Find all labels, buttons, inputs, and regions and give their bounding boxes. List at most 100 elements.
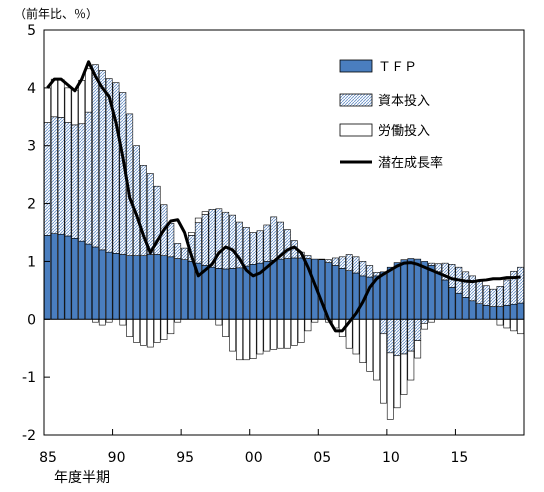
bar-labor-32: [263, 318, 271, 352]
bar-capital-24: [208, 209, 216, 268]
bar-capital-9: [105, 78, 113, 253]
bar-capital-46: [359, 261, 367, 277]
bar-capital-8: [98, 70, 106, 251]
bar-labor-18: [167, 318, 175, 335]
bar-capital-30: [249, 232, 257, 265]
bar-capital-38: [304, 255, 312, 259]
bar-tfp-2: [57, 233, 65, 320]
bar-capital-10: [112, 82, 120, 254]
bar-tfp-33: [270, 259, 278, 320]
bar-capital-56: [428, 262, 435, 266]
potential-growth-line: [46, 60, 521, 333]
bar-tfp-25: [215, 268, 223, 320]
bar-labor-33: [270, 318, 278, 350]
bar-tfp-62: [469, 300, 476, 320]
bar-capital-54: [414, 318, 422, 342]
bar-labor-38: [304, 318, 312, 332]
bar-tfp-69: [517, 302, 524, 320]
bar-labor-16: [153, 318, 161, 343]
bar-tfp-68: [510, 303, 518, 320]
bar-tfp-55: [421, 261, 428, 320]
x-tick-label: 15: [451, 450, 469, 466]
bar-capital-65: [489, 288, 497, 307]
bar-tfp-58: [441, 279, 449, 320]
bar-capital-6: [85, 111, 92, 245]
bar-labor-46: [359, 318, 367, 363]
plot-frame: [43, 29, 525, 436]
legend-label-labor: 労働投入: [378, 123, 430, 139]
bar-labor-51: [393, 355, 401, 409]
bar-capital-4: [71, 124, 79, 239]
bar-tfp-12: [126, 255, 134, 320]
y-tick-label: 2: [27, 197, 36, 213]
bar-labor-49: [380, 333, 387, 404]
bar-capital-15: [146, 173, 154, 255]
bar-tfp-24: [208, 266, 216, 320]
bar-tfp-67: [503, 305, 511, 320]
y-tick-label: 1: [27, 254, 36, 270]
bar-capital-25: [215, 208, 223, 269]
bar-labor-3: [64, 87, 72, 123]
bar-capital-2: [57, 117, 65, 235]
bar-capital-49: [380, 318, 387, 335]
bar-capital-23: [201, 214, 209, 266]
bar-labor-26: [222, 318, 230, 337]
bar-tfp-65: [489, 306, 497, 320]
bar-tfp-29: [242, 265, 250, 320]
bar-tfp-66: [496, 306, 504, 320]
bar-labor-1: [50, 78, 58, 118]
bar-capital-35: [284, 229, 291, 259]
legend-swatch-tfp: [339, 59, 373, 73]
bar-capital-52: [400, 318, 408, 355]
bar-capital-63: [476, 280, 483, 304]
bar-capital-3: [64, 122, 72, 237]
bar-tfp-1: [50, 233, 58, 320]
bar-labor-15: [146, 318, 154, 348]
bar-tfp-37: [297, 257, 305, 320]
bar-labor-25: [215, 318, 223, 326]
bar-capital-13: [133, 145, 140, 256]
bar-capital-50: [386, 318, 394, 354]
bar-labor-47: [366, 318, 374, 372]
y-tick-label: 5: [27, 23, 36, 39]
bar-capital-55: [421, 318, 428, 324]
bar-tfp-17: [160, 255, 168, 320]
bar-labor-2: [57, 79, 65, 118]
bar-capital-68: [510, 270, 518, 305]
bar-capital-34: [277, 221, 284, 260]
bar-tfp-9: [105, 251, 113, 320]
bar-labor-30: [249, 318, 257, 359]
bar-tfp-20: [181, 259, 188, 320]
x-tick-label: 05: [313, 450, 331, 466]
bar-capital-33: [270, 216, 278, 261]
bar-tfp-0: [44, 235, 51, 320]
bar-tfp-61: [462, 296, 470, 320]
bar-tfp-43: [338, 268, 346, 320]
bar-capital-66: [496, 286, 504, 307]
bar-tfp-54: [414, 258, 422, 320]
bar-tfp-50: [386, 266, 394, 320]
bar-tfp-52: [400, 259, 408, 320]
bar-capital-44: [345, 254, 353, 271]
bar-labor-55: [421, 323, 428, 330]
bar-tfp-35: [284, 258, 291, 320]
bar-tfp-18: [167, 256, 175, 320]
bar-capital-45: [352, 256, 360, 274]
bar-capital-47: [366, 265, 374, 278]
bar-labor-66: [496, 318, 504, 326]
bar-tfp-5: [78, 240, 86, 320]
bar-labor-8: [98, 318, 106, 326]
bar-labor-0: [44, 87, 51, 123]
bar-capital-48: [373, 272, 380, 277]
bar-tfp-57: [434, 271, 442, 320]
bar-tfp-53: [407, 258, 415, 320]
bar-labor-22: [194, 217, 202, 223]
bar-labor-13: [133, 318, 140, 343]
bar-tfp-21: [188, 261, 195, 320]
y-tick-label: 3: [27, 139, 36, 155]
legend-label-capital: 資本投入: [378, 93, 430, 109]
bar-tfp-19: [174, 258, 182, 320]
bar-capital-14: [140, 165, 147, 256]
bar-capital-26: [222, 211, 230, 270]
